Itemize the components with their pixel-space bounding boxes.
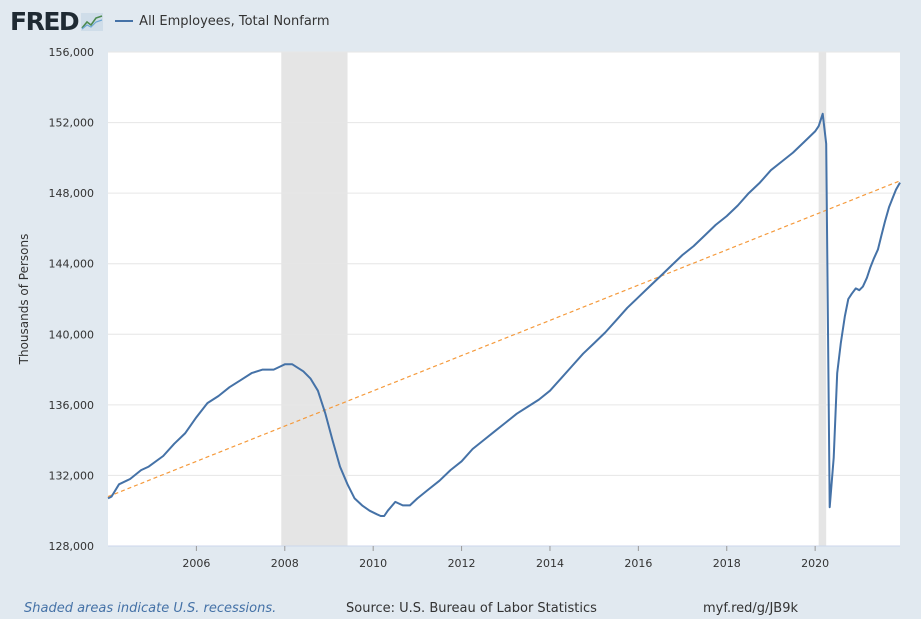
plot-area	[108, 52, 900, 546]
legend-series-label: All Employees, Total Nonfarm	[139, 13, 330, 29]
source-credit: Source: U.S. Bureau of Labor Statistics	[346, 601, 597, 616]
x-tick-label: 2016	[624, 557, 652, 570]
y-tick-label: 152,000	[49, 117, 95, 130]
x-tick-label: 2020	[801, 557, 829, 570]
x-tick-label: 2018	[713, 557, 741, 570]
y-tick-label: 128,000	[49, 540, 95, 553]
x-tick-label: 2008	[271, 557, 299, 570]
recession-note: Shaded areas indicate U.S. recessions.	[24, 601, 277, 616]
y-tick-label: 156,000	[49, 46, 95, 59]
fred-chart-icon	[81, 13, 104, 31]
y-tick-label: 132,000	[49, 469, 95, 482]
fred-logo[interactable]: FRED	[10, 6, 80, 36]
recession-band	[818, 52, 827, 546]
x-tick-label: 2006	[182, 557, 210, 570]
short-url[interactable]: myf.red/g/JB9k	[703, 601, 798, 616]
series-line	[107, 112, 901, 517]
recession-band	[281, 52, 348, 546]
y-tick-label: 148,000	[49, 187, 95, 200]
y-tick-label: 136,000	[49, 399, 95, 412]
y-tick-label: 140,000	[49, 328, 95, 341]
x-tick-label: 2014	[536, 557, 564, 570]
y-tick-label: 144,000	[49, 258, 95, 271]
chart-header: FRED All Employees, Total Nonfarm	[10, 6, 330, 36]
legend-swatch	[115, 20, 134, 22]
x-tick-label: 2012	[448, 557, 476, 570]
legend[interactable]: All Employees, Total Nonfarm	[115, 13, 330, 29]
trend-line	[107, 180, 901, 498]
x-tick-label: 2010	[359, 557, 387, 570]
y-axis-title: Thousands of Persons	[17, 234, 31, 366]
